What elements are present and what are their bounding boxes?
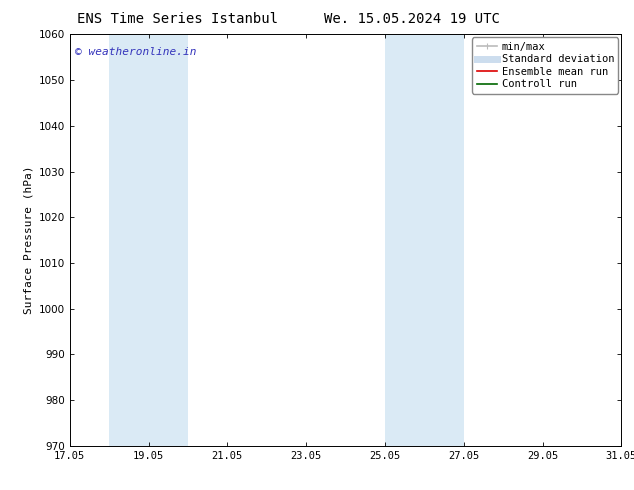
Y-axis label: Surface Pressure (hPa): Surface Pressure (hPa) bbox=[23, 166, 33, 315]
Bar bbox=[385, 34, 463, 446]
Text: © weatheronline.in: © weatheronline.in bbox=[75, 47, 197, 57]
Legend: min/max, Standard deviation, Ensemble mean run, Controll run: min/max, Standard deviation, Ensemble me… bbox=[472, 37, 618, 94]
Text: ENS Time Series Istanbul: ENS Time Series Istanbul bbox=[77, 12, 278, 26]
Bar bbox=[109, 34, 188, 446]
Text: We. 15.05.2024 19 UTC: We. 15.05.2024 19 UTC bbox=[324, 12, 500, 26]
